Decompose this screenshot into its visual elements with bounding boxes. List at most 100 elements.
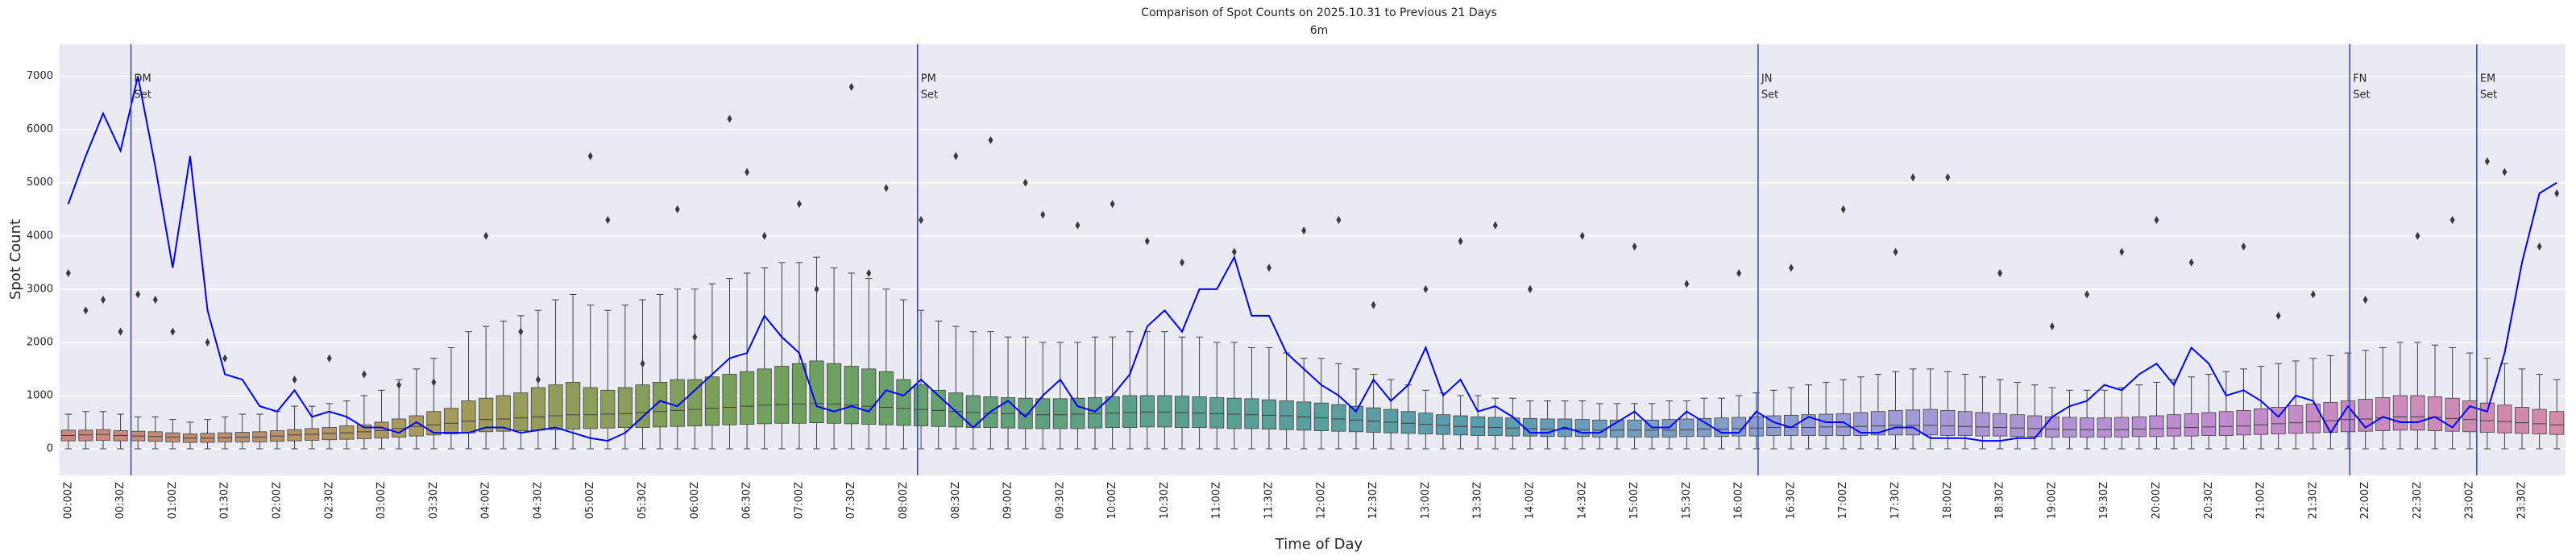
box-group [896, 299, 911, 450]
box [1035, 398, 1051, 429]
box [374, 421, 389, 439]
outlier [1110, 200, 1115, 209]
x-tick-label: 17:30Z [1889, 482, 1902, 519]
x-tick-label: 04:00Z [480, 482, 492, 519]
box [757, 368, 772, 425]
box-group [1383, 379, 1399, 450]
outlier [919, 215, 924, 224]
outlier [83, 306, 89, 315]
marker-label: PM [921, 73, 936, 85]
box-group [2080, 389, 2095, 450]
box [2044, 416, 2060, 438]
outlier [1840, 205, 1846, 214]
box-group [1348, 368, 1364, 450]
box [635, 384, 650, 428]
x-tick-label: 22:30Z [2412, 482, 2424, 519]
outlier [222, 354, 228, 363]
box-group [670, 288, 685, 450]
outlier [866, 269, 872, 278]
outlier [2049, 322, 2055, 331]
box-group [1940, 371, 1956, 450]
y-tick-label: 5000 [27, 176, 53, 189]
box-group [2514, 368, 2530, 450]
x-tick-label: 02:30Z [323, 482, 335, 519]
box-group [740, 272, 755, 450]
box [1139, 395, 1155, 428]
box-group [113, 413, 128, 450]
box-group [2201, 374, 2217, 450]
box [2410, 395, 2425, 431]
box [1993, 413, 2008, 437]
box [2218, 411, 2234, 436]
box-group [1418, 389, 1433, 450]
outlier [1910, 173, 1916, 182]
box [861, 368, 877, 425]
box [1018, 397, 1033, 429]
box-group [1052, 342, 1068, 450]
box [583, 387, 598, 429]
box-group [600, 309, 616, 450]
box [1366, 407, 1381, 433]
box-group [1226, 342, 1242, 450]
outlier [1040, 210, 1046, 219]
box-group [1696, 397, 1711, 450]
box [1888, 410, 1903, 436]
outlier [761, 231, 767, 240]
outlier [883, 184, 889, 193]
outlier [118, 327, 123, 336]
outlier [1492, 221, 1498, 230]
x-tick-label: 08:00Z [898, 482, 910, 519]
box [844, 366, 859, 425]
box-group [1192, 336, 1207, 450]
box-group [1035, 342, 1051, 450]
outlier [292, 375, 297, 384]
box-group [687, 288, 703, 450]
box [896, 379, 911, 426]
x-tick-label: 13:00Z [1420, 482, 1432, 519]
outlier [1997, 269, 2003, 278]
box-group [1087, 336, 1103, 450]
outlier [1144, 237, 1150, 246]
box-group [1313, 358, 1329, 450]
box-group [827, 267, 842, 450]
box [2149, 415, 2164, 438]
box-group [617, 305, 633, 450]
box [1313, 402, 1329, 431]
marker-label: FN [2353, 73, 2367, 85]
box-group [2149, 381, 2164, 450]
box [513, 392, 529, 431]
outlier [1371, 301, 1376, 309]
box-group [2462, 352, 2478, 450]
box-group [722, 278, 737, 450]
box [2427, 396, 2443, 431]
marker-label: DM [135, 73, 151, 85]
box-group [2427, 344, 2443, 450]
outlier [100, 296, 106, 305]
y-tick-label: 3000 [27, 283, 53, 295]
x-tick-label: 21:30Z [2307, 482, 2319, 519]
outlier [953, 151, 959, 160]
box [2323, 402, 2338, 433]
box [740, 371, 755, 425]
x-tick-label: 01:00Z [167, 482, 179, 519]
today-line [67, 76, 2557, 442]
box [461, 400, 476, 433]
box [1819, 413, 1834, 436]
box [687, 379, 703, 426]
box-group [1244, 346, 1259, 450]
outlier [814, 284, 819, 293]
box-group [1748, 392, 1764, 450]
outlier [2310, 290, 2316, 299]
outlier [518, 327, 524, 336]
box-group [844, 272, 859, 450]
x-tick-label: 15:00Z [1628, 482, 1641, 519]
box [1052, 398, 1068, 429]
box [1418, 413, 1433, 434]
box-group [878, 288, 894, 450]
outlier [1336, 215, 1342, 224]
x-axis-label: Time of Day [1275, 536, 1363, 553]
outlier [1788, 263, 1794, 272]
box [2080, 417, 2095, 438]
box-group [2027, 384, 2043, 450]
x-tick-label: 11:30Z [1263, 482, 1276, 519]
